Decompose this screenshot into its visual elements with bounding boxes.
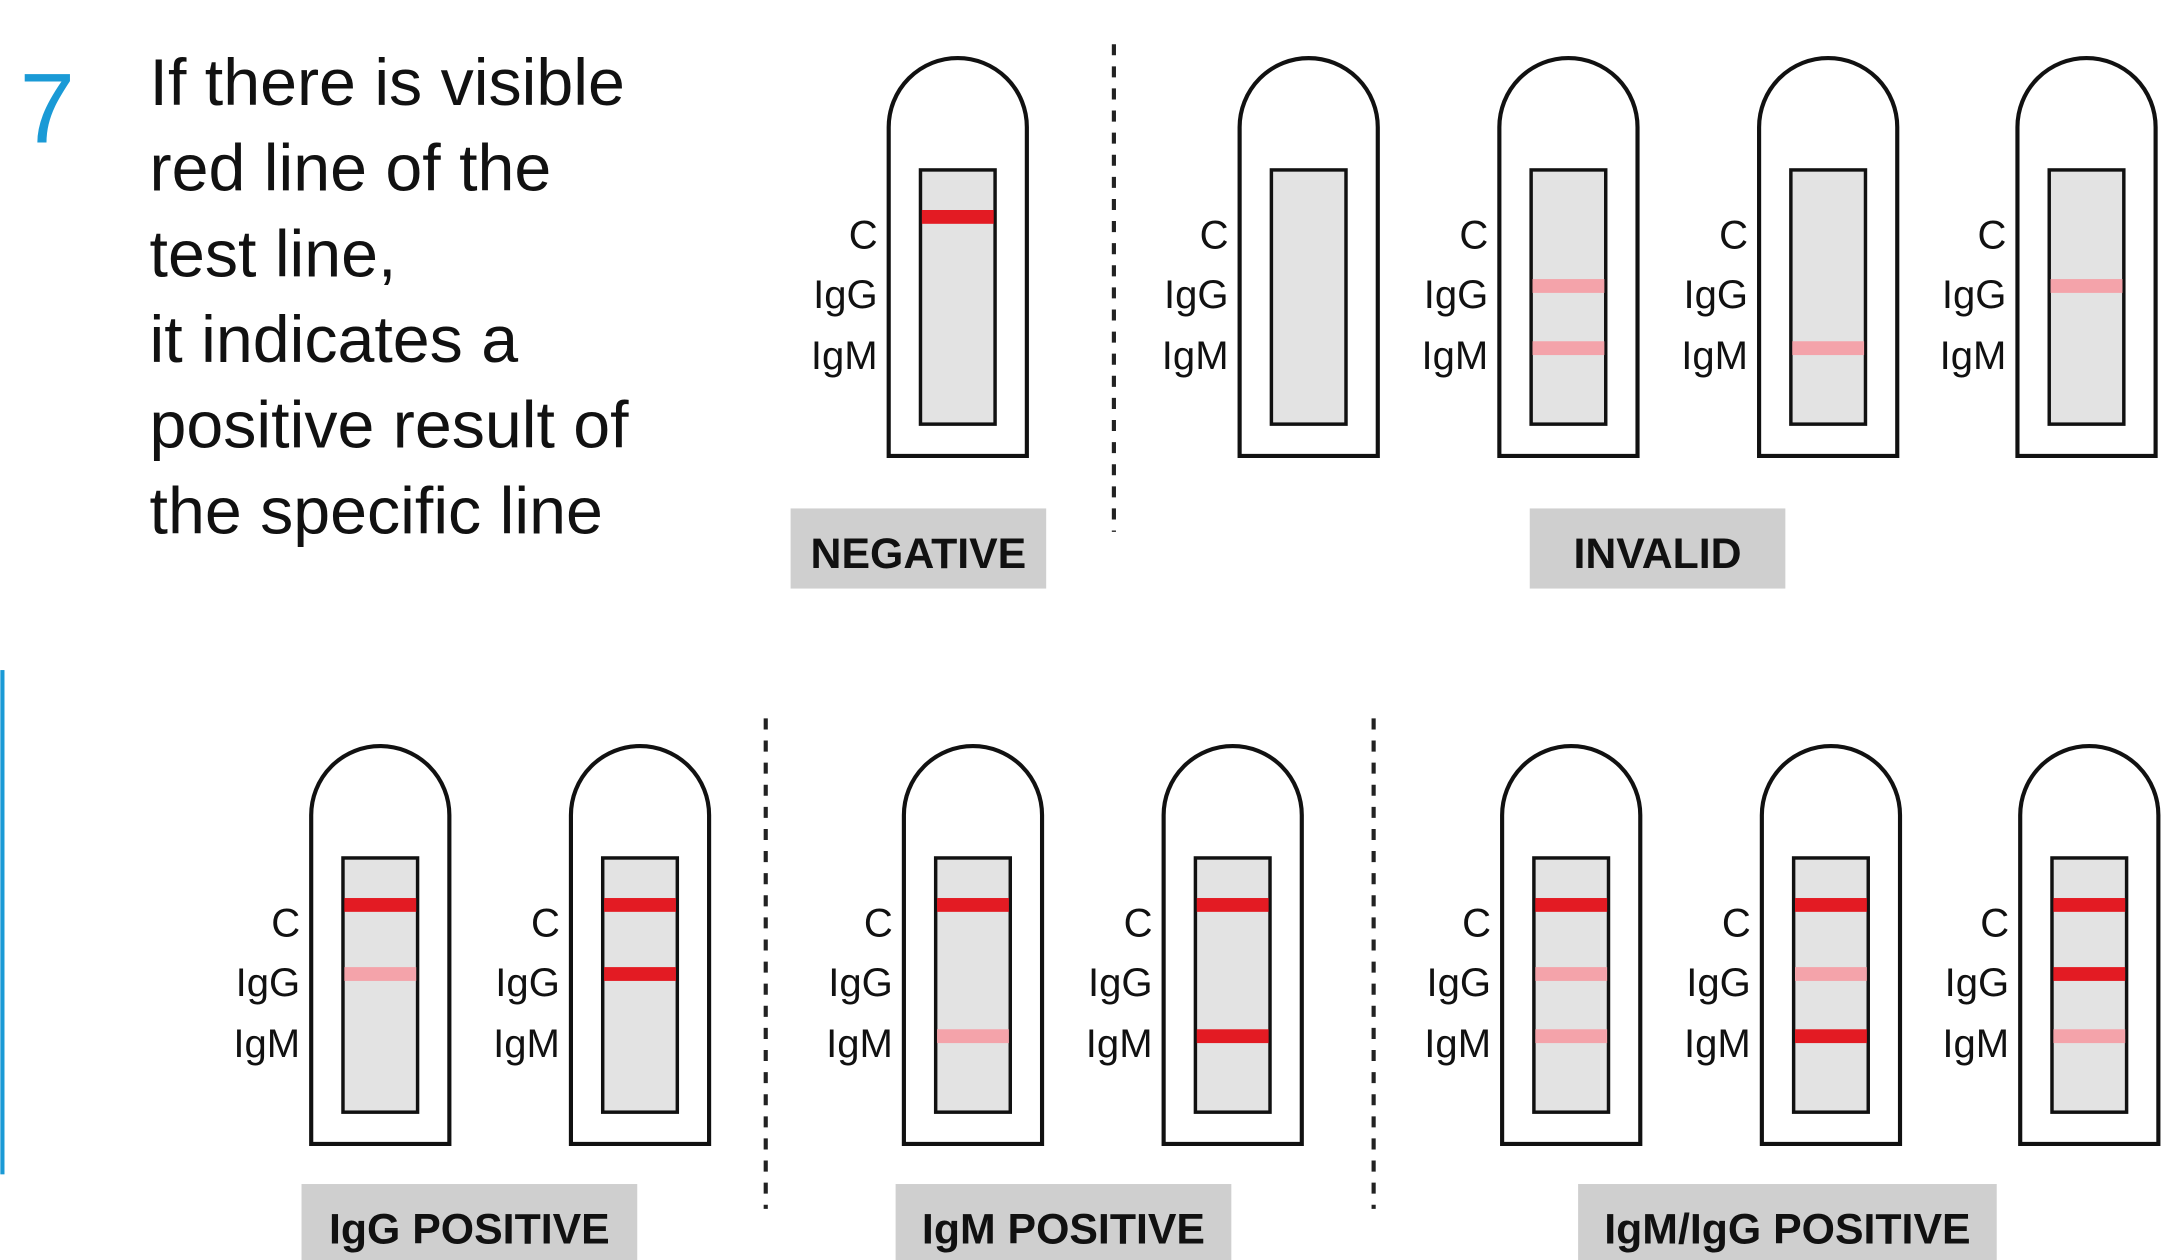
test-band — [921, 210, 994, 224]
test-band — [344, 898, 417, 912]
line-label: IgG — [1686, 961, 1751, 1005]
test-band — [937, 898, 1009, 912]
line-label: IgM — [811, 334, 878, 378]
test-band — [1535, 898, 1608, 912]
line-label: C — [864, 902, 893, 946]
result-box — [790, 508, 1047, 589]
line-label: IgM — [826, 1022, 893, 1066]
result-box — [1529, 508, 1786, 589]
step-number: 7 — [20, 53, 75, 164]
test-window — [1791, 856, 1870, 1114]
line-label: C — [1459, 214, 1488, 258]
test-band — [2053, 898, 2126, 912]
line-label: IgG — [1088, 961, 1153, 1005]
line-label: IgG — [1683, 273, 1748, 317]
test-window — [1529, 168, 1608, 426]
test-window — [1532, 856, 1611, 1114]
line-label: IgM — [1940, 334, 2007, 378]
line-label: C — [531, 902, 560, 946]
line-label: IgM — [1162, 334, 1229, 378]
line-label: C — [1980, 902, 2009, 946]
line-label: IgM — [1424, 1022, 1491, 1066]
test-window — [341, 856, 420, 1114]
test-window — [600, 856, 680, 1114]
instruction-line: red line of the — [150, 132, 552, 206]
line-label: IgM — [1086, 1022, 1153, 1066]
line-label: IgG — [1424, 273, 1489, 317]
line-label: IgM — [1942, 1022, 2009, 1066]
line-label: C — [849, 214, 878, 258]
instruction-line: test line, — [150, 217, 397, 291]
result-label: INVALID — [1574, 530, 1742, 578]
line-label: IgG — [236, 961, 301, 1005]
test-window — [1193, 856, 1272, 1114]
test-window — [918, 168, 997, 426]
test-band — [1795, 1029, 1867, 1044]
result-label: IgG POSITIVE — [329, 1205, 610, 1253]
result-label: IgM/IgG POSITIVE — [1604, 1205, 1970, 1253]
test-band — [1532, 279, 1605, 293]
result-box — [895, 1184, 1232, 1260]
line-label: IgG — [813, 273, 878, 317]
test-band — [604, 967, 676, 981]
test-band — [2050, 279, 2123, 293]
line-label: IgG — [1942, 273, 2007, 317]
line-label: IgM — [1681, 334, 1748, 378]
test-band — [1795, 967, 1867, 981]
line-label: IgM — [233, 1022, 300, 1066]
test-band — [2053, 967, 2126, 981]
line-label: IgG — [1164, 273, 1229, 317]
line-label: C — [1200, 214, 1229, 258]
line-label: C — [1462, 902, 1491, 946]
line-label: IgM — [493, 1022, 560, 1066]
instruction-line: it indicates a — [150, 303, 519, 377]
instruction-line: positive result of — [150, 389, 630, 463]
test-band — [2053, 1029, 2126, 1044]
line-label: IgG — [1427, 961, 1492, 1005]
line-label: C — [271, 902, 300, 946]
line-label: IgM — [1422, 334, 1489, 378]
test-band — [1196, 898, 1269, 912]
test-window — [933, 856, 1013, 1114]
test-band — [1535, 967, 1608, 981]
test-band — [1196, 1029, 1269, 1044]
test-window — [1789, 168, 1868, 426]
test-band — [1795, 898, 1867, 912]
test-window — [1269, 168, 1348, 426]
result-label: IgM POSITIVE — [922, 1205, 1205, 1253]
test-band — [937, 1029, 1009, 1044]
test-band — [1792, 341, 1865, 356]
line-label: C — [1124, 902, 1153, 946]
test-band — [1535, 1029, 1608, 1044]
line-label: IgM — [1684, 1022, 1751, 1066]
instruction-line: If there is visible — [150, 46, 625, 120]
test-band — [1532, 341, 1605, 356]
line-label: IgG — [1945, 961, 2010, 1005]
side-bar — [0, 670, 5, 1175]
line-label: IgG — [495, 961, 560, 1005]
test-band — [604, 898, 676, 912]
line-label: C — [1722, 902, 1751, 946]
result-box — [1578, 1184, 1997, 1260]
test-band — [344, 967, 417, 981]
test-window — [2047, 168, 2126, 426]
line-label: IgG — [828, 961, 893, 1005]
test-window — [2050, 856, 2129, 1114]
line-label: C — [1719, 214, 1748, 258]
result-label: NEGATIVE — [811, 530, 1027, 578]
instruction-line: the specific line — [150, 474, 603, 548]
result-box — [301, 1184, 638, 1260]
line-label: C — [1977, 214, 2006, 258]
